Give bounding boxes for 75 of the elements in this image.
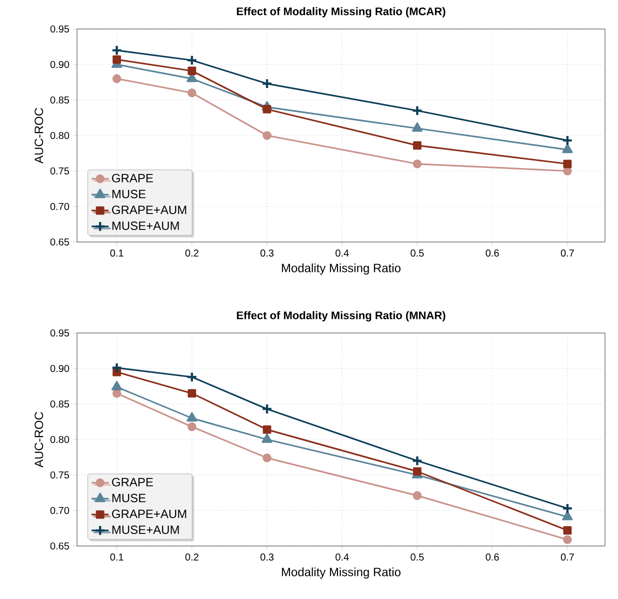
chart-title: Effect of Modality Missing Ratio (MCAR) [236,7,446,18]
legend-label: MUSE [112,190,146,198]
point [112,74,122,84]
y-tick-label: 0.90 [50,60,70,68]
y-tick-label: 0.65 [50,238,70,246]
x-tick-label: 0.5 [410,554,424,561]
x-tick-label: 0.1 [110,250,124,257]
x-tick-label: 0.2 [185,250,198,257]
x-tick-label: 0.3 [260,554,274,561]
point [262,403,273,414]
y-tick-label: 0.75 [50,471,70,479]
point [562,134,573,146]
point [111,362,122,374]
y-tick-label: 0.85 [50,400,70,408]
point [563,160,572,168]
legend-label: GRAPE+AUM [112,510,186,518]
point [112,55,122,64]
point [412,159,422,168]
legend-label: MUSE+AUM [112,222,179,230]
point [262,454,272,462]
x-axis-title: Modality Missing Ratio [282,567,400,579]
y-tick-label: 0.80 [50,436,70,444]
point [188,389,196,398]
point [188,88,196,98]
point [262,433,272,443]
y-tick-label: 0.70 [50,506,70,514]
point [413,467,422,476]
x-tick-label: 0.4 [336,554,349,561]
point [112,380,122,390]
legend-label: GRAPE [112,478,153,486]
point [186,54,198,66]
x-tick-label: 0.2 [185,554,198,561]
y-tick-label: 0.75 [50,167,70,175]
x-tick-label: 0.5 [410,250,424,257]
legend-label: MUSE [112,494,146,502]
y-tick-label: 0.80 [50,132,70,140]
x-tick-label: 0.6 [486,250,499,257]
y-axis-title: AUC-ROC [34,108,44,164]
point [188,422,196,432]
point [413,141,422,150]
point [412,122,423,132]
x-tick-label: 0.7 [560,554,574,561]
point [186,412,198,422]
x-axis-title: Modality Missing Ratio [282,263,400,275]
chart-title: Effect of Modality Missing Ratio (MNAR) [236,311,446,322]
y-tick-label: 0.95 [50,25,70,33]
x-tick-label: 0.7 [560,250,574,257]
legend-label: MUSE+AUM [112,526,179,534]
y-tick-label: 0.70 [50,202,70,210]
y-tick-label: 0.90 [50,364,70,372]
point [563,535,572,544]
x-tick-label: 0.3 [260,250,274,257]
point [562,510,573,520]
legend-label: GRAPE [112,174,153,182]
point [188,66,196,76]
x-tick-label: 0.4 [336,250,349,257]
point [262,78,273,90]
point [412,491,422,500]
point [562,144,573,154]
point [186,372,198,383]
legend-label: GRAPE+AUM [112,206,186,214]
y-tick-label: 0.85 [50,96,70,104]
point [412,455,423,466]
point [262,425,272,434]
point [412,105,423,116]
point [111,44,122,56]
x-tick-label: 0.6 [486,554,499,561]
point [262,105,272,114]
point [262,131,272,140]
point [563,526,572,535]
y-axis-title: AUC-ROC [34,412,44,468]
y-tick-label: 0.95 [50,329,70,337]
x-tick-label: 0.1 [110,554,124,561]
y-tick-label: 0.65 [50,542,70,550]
point [562,502,573,514]
